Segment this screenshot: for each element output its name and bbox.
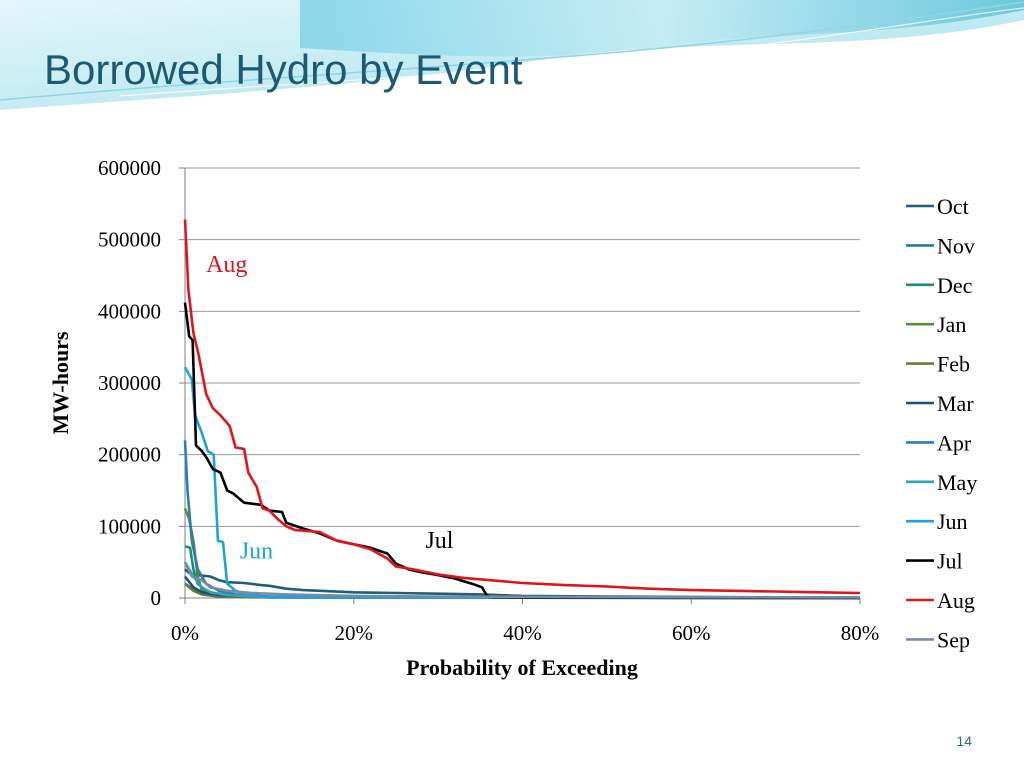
y-tick-label: 100000 bbox=[98, 514, 161, 538]
series-line-may bbox=[183, 561, 861, 600]
x-tick-label: 0% bbox=[171, 621, 199, 645]
legend-label-dec: Dec bbox=[937, 273, 973, 298]
legend-label-jun: Jun bbox=[937, 509, 968, 534]
annotation-jun: Jun bbox=[240, 539, 273, 565]
legend-label-feb: Feb bbox=[937, 352, 970, 377]
y-tick-labels: 0 100000 200000 300000 400000 500000 600000 bbox=[98, 156, 161, 610]
series-line-sep bbox=[183, 561, 861, 599]
x-tick-label: 40% bbox=[503, 621, 542, 645]
chart-legend: Oct Nov Dec Jan Feb Mar Apr May Jun Jul Aug Sep bbox=[906, 194, 977, 652]
legend-label-sep: Sep bbox=[937, 627, 970, 652]
legend-label-aug: Aug bbox=[937, 588, 975, 613]
legend-label-oct: Oct bbox=[937, 194, 969, 219]
legend-label-nov: Nov bbox=[937, 233, 975, 258]
series-line-apr bbox=[183, 440, 861, 600]
y-tick-label: 300000 bbox=[98, 371, 161, 395]
chart-series bbox=[183, 219, 861, 600]
chart-gridlines bbox=[185, 167, 860, 527]
y-tick-label: 500000 bbox=[98, 228, 161, 252]
x-axis-label: Probability of Exceeding bbox=[406, 655, 638, 680]
x-tick-labels: 0% 20% 40% 60% 80% bbox=[171, 621, 879, 645]
x-tick-label: 80% bbox=[841, 621, 880, 645]
page-number: 14 bbox=[956, 733, 972, 749]
legend-label-may: May bbox=[937, 470, 977, 495]
legend-label-jan: Jan bbox=[937, 312, 966, 337]
legend-label-mar: Mar bbox=[937, 391, 974, 416]
y-axis-label: MW-hours bbox=[48, 331, 73, 435]
x-tick-label: 20% bbox=[335, 621, 374, 645]
legend-label-jul: Jul bbox=[937, 549, 963, 574]
series-line-jul bbox=[183, 302, 861, 600]
x-tick-label: 60% bbox=[672, 621, 711, 645]
chart-axes bbox=[179, 167, 861, 604]
y-tick-label: 200000 bbox=[98, 443, 161, 467]
annotation-jul: Jul bbox=[425, 528, 453, 554]
slide-title: Borrowed Hydro by Event bbox=[44, 46, 523, 93]
series-line-aug bbox=[183, 219, 861, 595]
annotation-aug: Aug bbox=[206, 252, 247, 278]
y-tick-label: 400000 bbox=[98, 299, 161, 323]
y-tick-label: 0 bbox=[151, 586, 162, 610]
y-tick-label: 600000 bbox=[98, 156, 161, 180]
chart-annotations: Aug Jun Jul bbox=[206, 252, 454, 565]
series-line-jun bbox=[183, 366, 861, 600]
legend-label-apr: Apr bbox=[937, 430, 972, 455]
